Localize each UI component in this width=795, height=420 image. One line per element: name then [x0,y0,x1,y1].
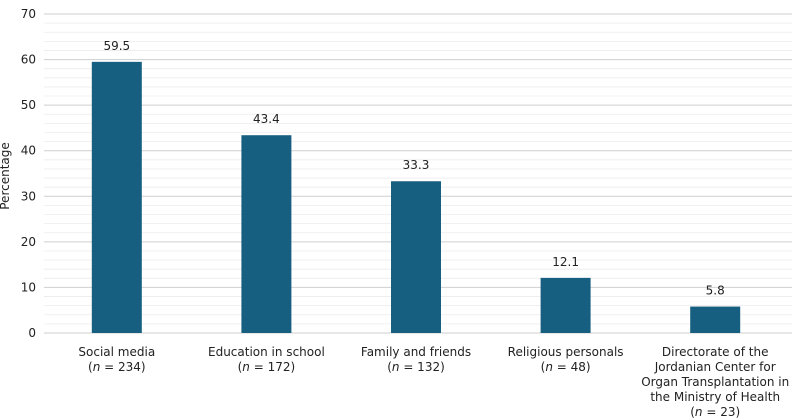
bar [241,135,292,333]
y-tick-label: 10 [21,280,36,294]
x-tick-label: Jordanian Center for [654,360,776,374]
y-tick-label: 20 [21,235,36,249]
y-tick-label: 30 [21,189,36,203]
x-tick-label: Religious personals [508,345,624,359]
data-label: 43.4 [253,112,280,126]
data-labels: 59.5 43.4 33.3 12.1 5.8 [103,39,724,298]
y-axis: 0 10 20 30 40 50 60 70 [21,7,36,340]
x-tick-label: Social media [78,345,155,359]
y-tick-label: 40 [21,144,36,158]
x-tick-sample-size: (n = 23) [690,405,740,419]
data-label: 12.1 [552,255,579,269]
y-tick-label: 0 [28,326,36,340]
x-tick-sample-size: (n = 132) [387,360,445,374]
bar [391,181,441,333]
x-axis: Social media(n = 234) Education in school… [78,345,789,419]
x-tick-label: Family and friends [361,345,471,359]
y-axis-label: Percentage [0,142,12,210]
x-tick-label: the Ministry of Health [650,390,780,404]
data-label: 33.3 [403,158,430,172]
y-tick-label: 70 [21,7,36,21]
data-label: 59.5 [103,39,130,53]
x-tick-label: Education in school [208,345,325,359]
bar [91,61,142,333]
x-tick-sample-size: (n = 48) [541,360,591,374]
y-tick-label: 60 [21,53,36,67]
y-tick-label: 50 [21,98,36,112]
x-tick-sample-size: (n = 234) [88,360,146,374]
x-tick-label: Directorate of the [662,345,769,359]
x-tick-label: Organ Transplantation in [641,375,789,389]
x-tick-sample-size: (n = 172) [238,360,296,374]
bars [91,61,741,333]
bar [690,306,741,333]
data-label: 5.8 [706,284,725,298]
bar [540,277,591,333]
